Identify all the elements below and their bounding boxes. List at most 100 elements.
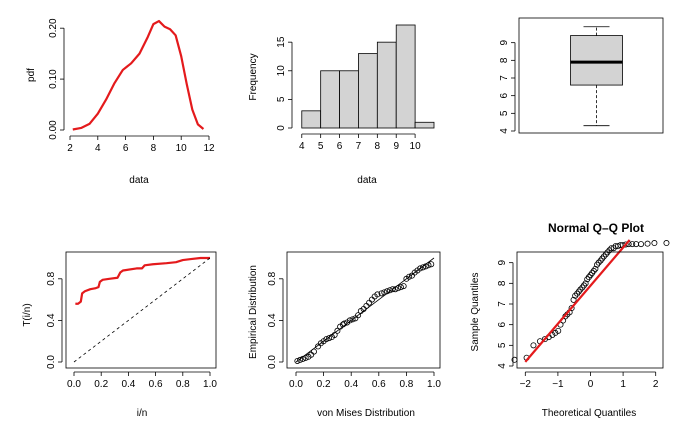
pp-point: [419, 264, 426, 271]
pp-point: [366, 299, 373, 306]
qq-point: [592, 265, 599, 272]
qq-xtick-label: 0: [588, 379, 594, 390]
ttt-xlabel: i/n: [137, 408, 148, 419]
histogram-ytick-label: 10: [276, 65, 287, 77]
ttt-ytick-label: 0.8: [46, 271, 57, 285]
panel-ttt: 0.0 0.2 0.4 0.6 0.8 1.0 0.0 0.4 0.8 i/n T(i/n): [22, 251, 217, 419]
panel-histogram: 4 5 6 7 8 9 10 0 5 10 15 data Frequency: [248, 24, 435, 186]
qq-point: [595, 259, 602, 266]
histogram-bar: [414, 121, 435, 129]
density-xtick-label: 4: [95, 143, 101, 154]
plot-boxplot: 4 5 6 7 8 9: [499, 17, 664, 134]
qq-title: Normal Q–Q Plot: [548, 221, 644, 235]
ttt-ylabel: T(i/n): [22, 303, 33, 326]
histogram-xtick-label: 10: [410, 141, 422, 152]
boxplot-box: [570, 35, 623, 86]
density-ytick-label: 0.10: [48, 69, 59, 89]
pp-point: [349, 316, 356, 323]
pp-point: [425, 262, 432, 269]
panel-pp: 0.0 0.2 0.4 0.6 0.8 1.0 0.0 0.4 0.8 von Mises Di…: [248, 251, 441, 419]
density-xtick-label: 12: [203, 143, 215, 154]
histogram-ytick-label: 15: [276, 36, 287, 48]
plot-histogram: 4 5 6 7 8 9 10 0 5 10 15: [276, 24, 435, 152]
pp-point: [395, 285, 402, 292]
qq-xtick-label: 2: [653, 379, 659, 390]
qq-point: [663, 240, 670, 247]
pp-point: [302, 354, 309, 361]
pp-ytick-label: 0.4: [267, 313, 278, 327]
pp-point: [406, 273, 413, 280]
qq-point: [600, 253, 607, 260]
histogram-bar: [301, 110, 322, 129]
histogram-xtick-label: 4: [299, 141, 305, 152]
pp-ytick-label: 0.0: [267, 355, 278, 369]
qq-point: [629, 241, 636, 248]
panel-boxplot: 4 5 6 7 8 9: [499, 17, 664, 134]
qq-point: [555, 327, 562, 334]
pp-point: [294, 357, 301, 364]
qq-point: [651, 240, 658, 247]
histogram-ylabel: Frequency: [248, 53, 259, 100]
histogram-ytick-label: 0: [276, 125, 287, 131]
density-xlabel: data: [129, 175, 149, 186]
pp-xtick-label: 0.6: [372, 379, 386, 390]
pp-point: [323, 336, 330, 343]
pp-point: [400, 283, 407, 290]
pp-point: [389, 286, 396, 293]
qq-ytick-label: 6: [497, 321, 508, 327]
qq-series-fit: [524, 239, 631, 363]
qq-point: [582, 280, 589, 287]
panel-density: 2 4 6 8 10 12 0.00 0.10 0.20 data pdf: [26, 18, 215, 186]
boxplot-ytick-label: 9: [499, 39, 510, 45]
qq-ytick-label: 9: [497, 259, 508, 265]
ttt-xtick-label: 0.8: [176, 379, 190, 390]
plot-density: 2 4 6 8 10 12 0.00 0.10 0.20: [48, 18, 215, 154]
histogram-bar: [320, 70, 340, 129]
qq-point: [644, 240, 651, 247]
qq-xtick-label: −2: [520, 379, 532, 390]
pp-xtick-label: 0.0: [289, 379, 303, 390]
boxplot-ytick-label: 6: [499, 92, 510, 98]
histogram-xtick-label: 5: [318, 141, 324, 152]
qq-ylabel: Sample Quantiles: [470, 273, 481, 352]
pp-point: [334, 327, 341, 334]
qq-ytick-label: 5: [497, 342, 508, 348]
pp-point: [386, 287, 393, 294]
pp-xtick-label: 0.8: [399, 379, 413, 390]
boxplot-ytick-label: 8: [499, 57, 510, 63]
ttt-series-reference: [73, 257, 211, 363]
qq-ytick-label: 7: [497, 301, 508, 307]
pp-point: [428, 261, 435, 268]
density-xtick-label: 10: [176, 143, 188, 154]
pp-ytick-label: 0.8: [267, 271, 278, 285]
pp-point: [397, 284, 404, 291]
histogram-bar: [358, 53, 378, 129]
pp-point: [368, 296, 375, 303]
pp-xtick-label: 1.0: [427, 379, 441, 390]
pp-point: [326, 335, 333, 342]
pp-xlabel: von Mises Distribution: [317, 408, 415, 419]
pp-point: [310, 348, 317, 355]
histogram-bar: [339, 70, 359, 129]
pp-point: [355, 312, 362, 319]
pp-point: [381, 289, 388, 296]
density-xtick-label: 8: [151, 143, 157, 154]
histogram-xtick-label: 6: [337, 141, 343, 152]
boxplot-ytick-label: 4: [499, 128, 510, 134]
qq-point: [530, 342, 537, 349]
ttt-xtick-label: 0.4: [121, 379, 135, 390]
ttt-xtick-label: 0.6: [149, 379, 163, 390]
histogram-bar: [376, 41, 397, 129]
qq-point: [633, 241, 640, 248]
boxplot-ytick-label: 7: [499, 75, 510, 81]
ttt-ytick-label: 0.0: [46, 355, 57, 369]
qq-ytick-label: 4: [497, 363, 508, 369]
boxplot-frame: [518, 17, 664, 134]
pp-xtick-label: 0.4: [344, 379, 358, 390]
density-series-pdf: [72, 19, 205, 131]
pp-point: [374, 291, 381, 298]
density-ylabel: pdf: [26, 68, 37, 82]
qq-xlabel: Theoretical Quantiles: [542, 408, 637, 419]
qq-point: [570, 296, 577, 303]
